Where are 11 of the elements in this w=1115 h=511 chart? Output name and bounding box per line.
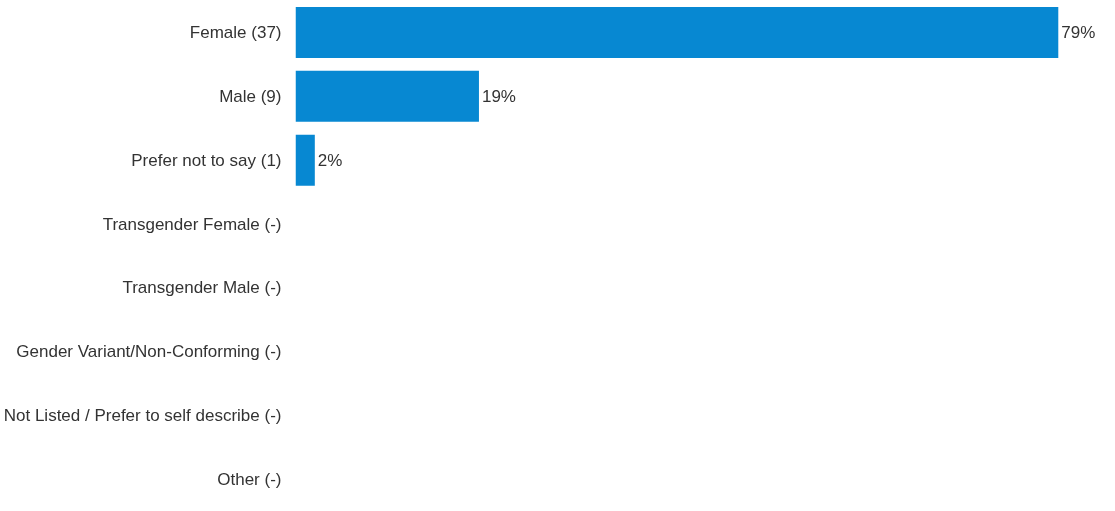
data-label: 79% [1061,22,1096,42]
y-tick-label: Not Listed / Prefer to self describe (-) [3,406,282,426]
y-tick-label: Transgender Male (-) [122,278,282,298]
y-tick-label: Female (37) [189,22,282,42]
y-tick-label: Transgender Female (-) [102,214,282,234]
y-tick-label: Male (9) [219,86,282,106]
data-label: 19% [481,86,516,106]
y-tick-label: Other (-) [217,470,282,490]
data-label: 2% [317,150,343,170]
y-tick-label: Gender Variant/Non-Conforming (-) [16,342,282,362]
y-tick-label: Prefer not to say (1) [131,150,282,170]
